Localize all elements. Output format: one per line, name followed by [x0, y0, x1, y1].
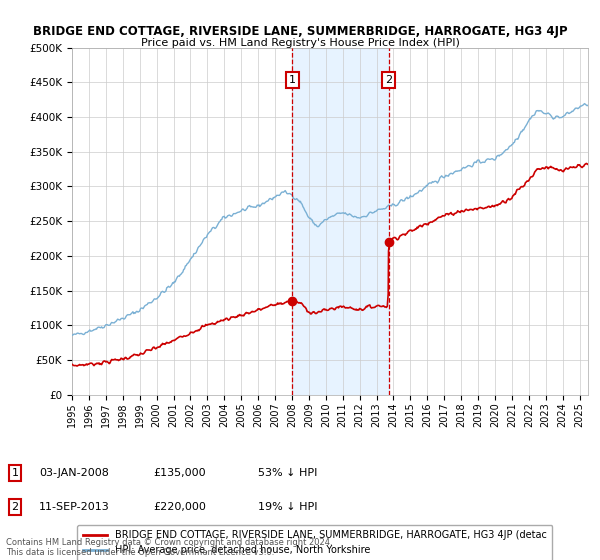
Text: £135,000: £135,000 [153, 468, 206, 478]
Text: BRIDGE END COTTAGE, RIVERSIDE LANE, SUMMERBRIDGE, HARROGATE, HG3 4JP: BRIDGE END COTTAGE, RIVERSIDE LANE, SUMM… [32, 25, 568, 38]
Text: Contains HM Land Registry data © Crown copyright and database right 2024.
This d: Contains HM Land Registry data © Crown c… [6, 538, 332, 557]
Text: 53% ↓ HPI: 53% ↓ HPI [258, 468, 317, 478]
Text: 1: 1 [289, 75, 296, 85]
Text: 11-SEP-2013: 11-SEP-2013 [39, 502, 110, 512]
Text: Price paid vs. HM Land Registry's House Price Index (HPI): Price paid vs. HM Land Registry's House … [140, 38, 460, 48]
Text: 1: 1 [11, 468, 19, 478]
Legend: BRIDGE END COTTAGE, RIVERSIDE LANE, SUMMERBRIDGE, HARROGATE, HG3 4JP (detac, HPI: BRIDGE END COTTAGE, RIVERSIDE LANE, SUMM… [77, 525, 553, 560]
Bar [292, 48, 389, 395]
Text: 19% ↓ HPI: 19% ↓ HPI [258, 502, 317, 512]
Text: £220,000: £220,000 [153, 502, 206, 512]
Text: 2: 2 [385, 75, 392, 85]
Text: 03-JAN-2008: 03-JAN-2008 [39, 468, 109, 478]
Text: 2: 2 [11, 502, 19, 512]
